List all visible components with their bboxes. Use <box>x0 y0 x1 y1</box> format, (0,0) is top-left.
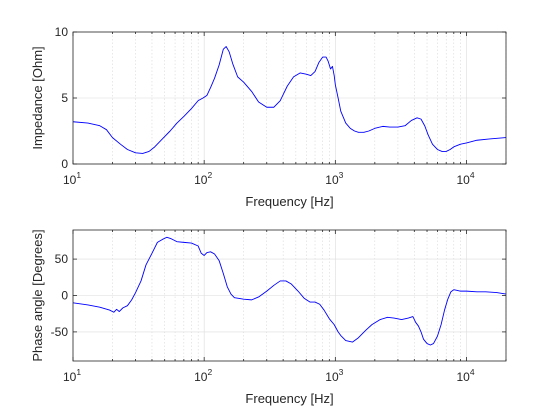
phase-x-tick-label: 101 <box>63 367 81 384</box>
x-tick-base: 10 <box>63 370 77 384</box>
impedance-y-axis-label: Impedance [Ohm] <box>30 46 45 149</box>
phase-x-tick-label: 102 <box>194 367 212 384</box>
impedance-y-tick-label: 0 <box>61 157 68 171</box>
x-tick-exponent: 2 <box>207 170 212 180</box>
phase-major-grid <box>72 230 506 361</box>
x-tick-exponent: 2 <box>207 367 212 377</box>
phase-y-tick-label: 50 <box>55 252 69 266</box>
impedance-y-tick-label: 5 <box>61 91 68 105</box>
x-tick-exponent: 3 <box>339 170 344 180</box>
x-tick-exponent: 4 <box>470 170 475 180</box>
x-tick-base: 10 <box>194 173 208 187</box>
x-tick-exponent: 3 <box>339 367 344 377</box>
x-tick-base: 10 <box>194 370 208 384</box>
x-tick-base: 10 <box>325 173 339 187</box>
x-tick-base: 10 <box>456 173 470 187</box>
impedance-x-tick-label: 102 <box>194 170 212 187</box>
phase-series-line <box>72 236 507 346</box>
phase-x-axis-label: Frequency [Hz] <box>245 391 333 406</box>
x-tick-base: 10 <box>325 370 339 384</box>
impedance-x-tick-label: 101 <box>63 170 81 187</box>
impedance-x-tick-label: 103 <box>325 170 343 187</box>
phase-minor-grid <box>112 230 507 361</box>
x-tick-base: 10 <box>456 370 470 384</box>
impedance-major-grid <box>72 31 506 165</box>
impedance-tick-marks <box>72 31 507 165</box>
impedance-x-axis-label: Frequency [Hz] <box>245 194 333 209</box>
impedance-y-tick-label: 10 <box>55 25 69 39</box>
phase-x-tick-label: 104 <box>456 367 474 384</box>
x-tick-exponent: 1 <box>76 367 81 377</box>
phase-x-tick-label: 103 <box>325 367 343 384</box>
phase-y-tick-label: -50 <box>51 325 69 339</box>
x-tick-base: 10 <box>63 173 77 187</box>
phase-y-axis-label: Phase angle [Degrees] <box>30 229 45 361</box>
impedance-series-line <box>72 46 507 154</box>
x-tick-exponent: 1 <box>76 170 81 180</box>
x-tick-exponent: 4 <box>470 367 475 377</box>
phase-tick-marks <box>72 230 507 361</box>
phase-y-tick-label: 0 <box>61 289 68 303</box>
impedance-x-tick-label: 104 <box>456 170 474 187</box>
